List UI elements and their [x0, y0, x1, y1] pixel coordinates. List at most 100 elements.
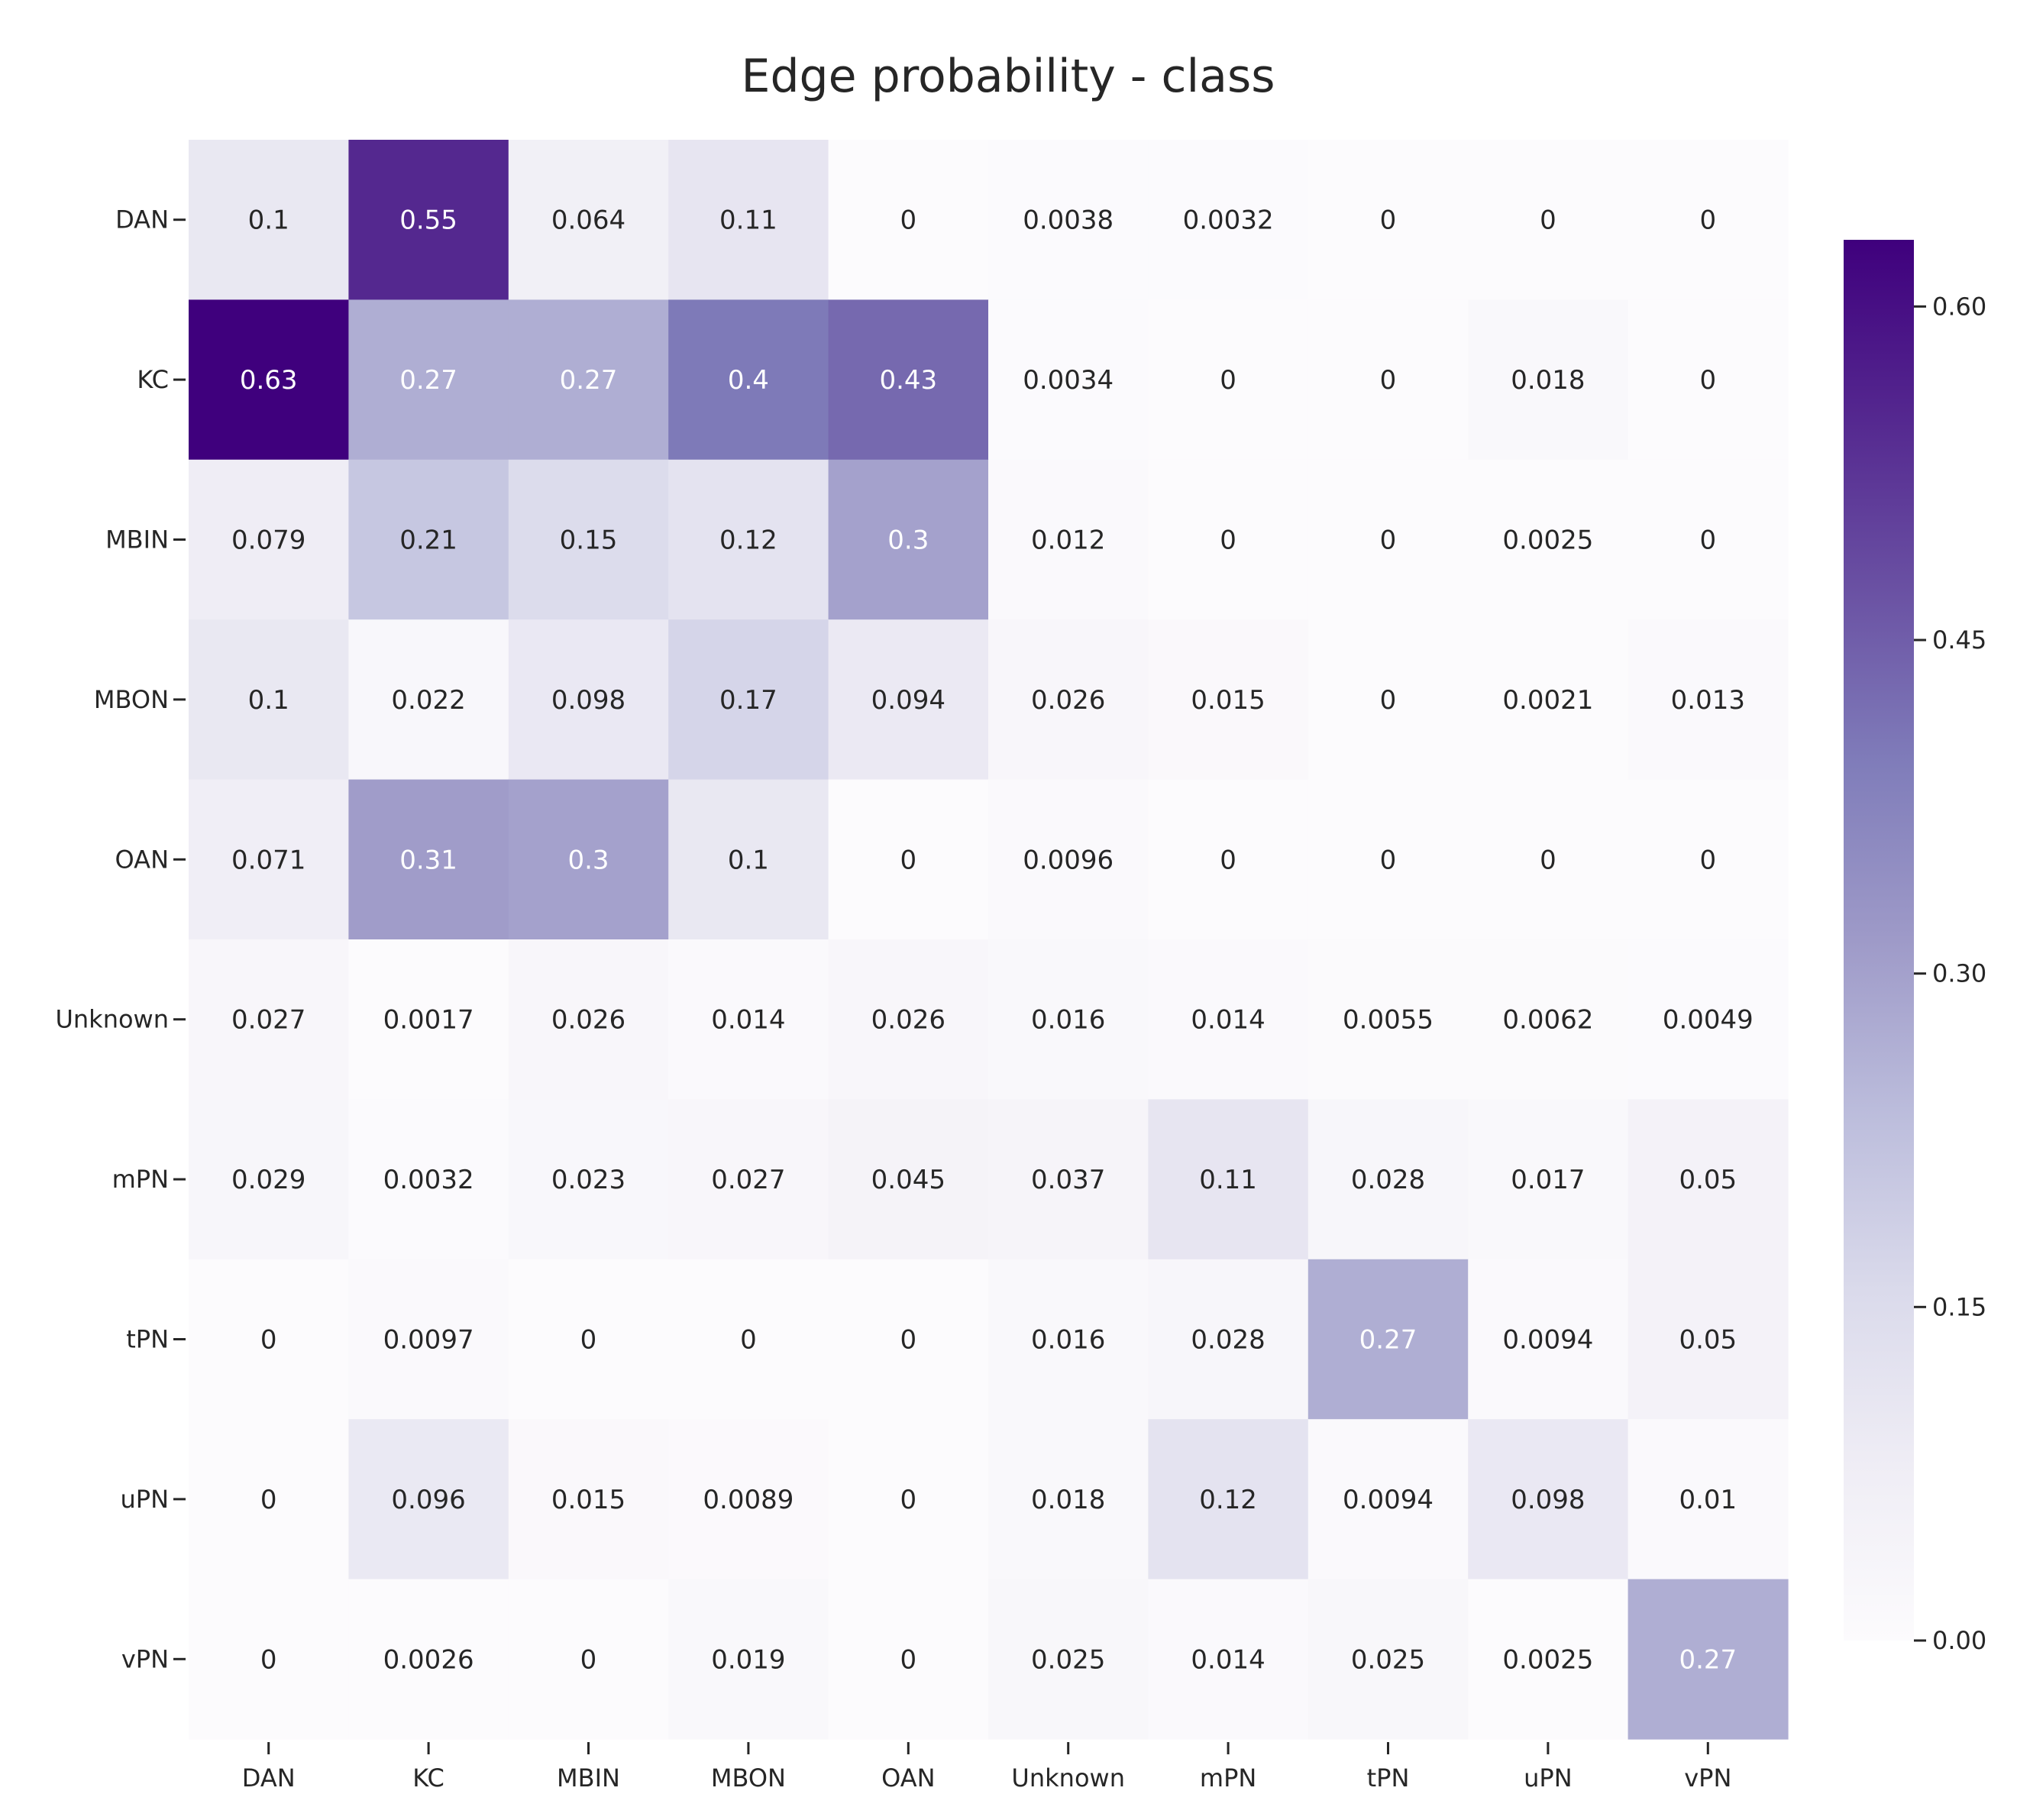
- heatmap-cell-DAN-vPN: [1627, 140, 1789, 300]
- cell-label: 0.027: [711, 1165, 785, 1195]
- cell-label: 0: [1220, 845, 1236, 875]
- heatmap-cell-KC-KC: [348, 299, 509, 461]
- heatmap-cell-DAN-MBON: [668, 140, 829, 300]
- heatmap-cell-uPN-mPN: [1148, 1419, 1309, 1580]
- cell-label: 0.15: [560, 525, 618, 556]
- heatmap-cell-vPN-vPN: [1627, 1579, 1789, 1740]
- heatmap-cell-MBON-MBIN: [508, 619, 669, 781]
- cell-label: 0.014: [1191, 1005, 1265, 1036]
- cell-label: 0.0038: [1023, 205, 1114, 236]
- y-tick-label: mPN: [112, 1165, 169, 1194]
- y-tick-label: vPN: [121, 1644, 169, 1673]
- heatmap-cell-MBON-uPN: [1468, 619, 1629, 781]
- cell-label: 0.12: [1199, 1485, 1257, 1515]
- heatmap-cell-DAN-OAN: [828, 140, 989, 300]
- heatmap-cell-uPN-OAN: [828, 1419, 989, 1580]
- heatmap-cell-uPN-MBON: [668, 1419, 829, 1580]
- heatmap-cell-DAN-mPN: [1148, 140, 1309, 300]
- colorbar-tick-label: 0.30: [1932, 959, 1986, 988]
- heatmap-cell-MBIN-MBON: [668, 459, 829, 620]
- cell-label: 0.0025: [1502, 525, 1593, 556]
- cell-label: 0: [1699, 525, 1716, 556]
- y-tick-label: DAN: [115, 205, 169, 234]
- cell-label: 0.0062: [1502, 1005, 1593, 1036]
- heatmap-cell-MBIN-vPN: [1627, 459, 1789, 620]
- heatmap-cell-vPN-Unknown: [988, 1579, 1149, 1740]
- cell-label: 0.016: [1031, 1325, 1105, 1356]
- heatmap-cell-tPN-mPN: [1148, 1259, 1309, 1420]
- cell-label: 0: [1699, 845, 1716, 875]
- cell-label: 0.17: [719, 685, 777, 716]
- x-tick-label: KC: [412, 1763, 444, 1793]
- heatmap-cells: [189, 140, 1789, 1740]
- heatmap-cell-Unknown-MBON: [668, 939, 829, 1100]
- heatmap-cell-KC-OAN: [828, 299, 989, 461]
- heatmap-cell-KC-DAN: [189, 299, 349, 461]
- y-tick-label: tPN: [126, 1325, 169, 1354]
- heatmap-cell-vPN-uPN: [1468, 1579, 1629, 1740]
- cell-label: 0: [1380, 685, 1397, 716]
- y-tick-label: uPN: [120, 1485, 169, 1514]
- cell-label: 0.026: [1031, 685, 1105, 716]
- y-tick-label: Unknown: [55, 1005, 169, 1034]
- heatmap-cell-labels: 0.1 0.55 0.064 0.11 0 0.0038 0.0032 0 0 0 0.63 0.27…: [231, 205, 1754, 1676]
- heatmap-cell-KC-Unknown: [988, 299, 1149, 461]
- cell-label: 0.012: [1031, 525, 1105, 556]
- cell-label: 0.43: [879, 365, 937, 396]
- heatmap-cell-MBIN-uPN: [1468, 459, 1629, 620]
- y-axis: DAN KC MBIN MBON OAN Unknown mPN tPN uPN vPN: [55, 205, 186, 1673]
- cell-label: 0: [1699, 365, 1716, 396]
- cell-label: 0: [1540, 845, 1556, 875]
- cell-label: 0.098: [1511, 1485, 1585, 1515]
- x-tick-label: MBON: [711, 1763, 786, 1793]
- heatmap-cell-DAN-KC: [348, 140, 509, 300]
- heatmap-cell-DAN-uPN: [1468, 140, 1629, 300]
- heatmap-cell-mPN-KC: [348, 1099, 509, 1260]
- colorbar: 0.00 0.15 0.30 0.45 0.60: [1844, 240, 1986, 1655]
- heatmap-cell-MBON-DAN: [189, 619, 349, 781]
- cell-label: 0.023: [551, 1165, 625, 1195]
- x-tick-label: mPN: [1200, 1763, 1256, 1793]
- heatmap-cell-vPN-OAN: [828, 1579, 989, 1740]
- heatmap-cell-tPN-tPN: [1307, 1259, 1469, 1420]
- heatmap-cell-Unknown-DAN: [189, 939, 349, 1100]
- cell-label: 0: [1380, 525, 1397, 556]
- cell-label: 0.013: [1671, 685, 1745, 716]
- heatmap-cell-DAN-tPN: [1307, 140, 1469, 300]
- heatmap-cell-Unknown-mPN: [1148, 939, 1309, 1100]
- heatmap-cell-OAN-mPN: [1148, 779, 1309, 940]
- heatmap-cell-mPN-tPN: [1307, 1099, 1469, 1260]
- heatmap-cell-OAN-OAN: [828, 779, 989, 940]
- heatmap-cell-Unknown-vPN: [1627, 939, 1789, 1100]
- cell-label: 0.028: [1191, 1325, 1265, 1356]
- heatmap-cell-uPN-Unknown: [988, 1419, 1149, 1580]
- cell-label: 0.27: [1679, 1644, 1737, 1675]
- x-tick-label: Unknown: [1011, 1763, 1125, 1793]
- cell-label: 0.098: [551, 685, 625, 716]
- heatmap-cell-uPN-uPN: [1468, 1419, 1629, 1580]
- x-tick-label: MBIN: [557, 1763, 620, 1793]
- heatmap-cell-DAN-MBIN: [508, 140, 669, 300]
- heatmap-cell-MBIN-tPN: [1307, 459, 1469, 620]
- cell-label: 0.019: [711, 1644, 785, 1675]
- heatmap-cell-OAN-Unknown: [988, 779, 1149, 940]
- heatmap-cell-OAN-vPN: [1627, 779, 1789, 940]
- heatmap-cell-MBIN-MBIN: [508, 459, 669, 620]
- cell-label: 0.025: [1351, 1644, 1425, 1675]
- x-tick-label: tPN: [1367, 1763, 1410, 1793]
- cell-label: 0.0025: [1502, 1644, 1593, 1675]
- cell-label: 0.017: [1511, 1165, 1585, 1195]
- cell-label: 0.27: [1359, 1325, 1417, 1356]
- heatmap-cell-tPN-MBON: [668, 1259, 829, 1420]
- cell-label: 0.022: [391, 685, 465, 716]
- cell-label: 0.0034: [1023, 365, 1114, 396]
- cell-label: 0.1: [728, 845, 769, 875]
- cell-label: 0: [260, 1485, 277, 1515]
- cell-label: 0: [900, 1644, 916, 1675]
- heatmap-cell-tPN-OAN: [828, 1259, 989, 1420]
- heatmap-cell-vPN-DAN: [189, 1579, 349, 1740]
- heatmap-cell-vPN-MBON: [668, 1579, 829, 1740]
- heatmap-cell-OAN-MBON: [668, 779, 829, 940]
- cell-label: 0.079: [231, 525, 305, 556]
- heatmap-cell-Unknown-KC: [348, 939, 509, 1100]
